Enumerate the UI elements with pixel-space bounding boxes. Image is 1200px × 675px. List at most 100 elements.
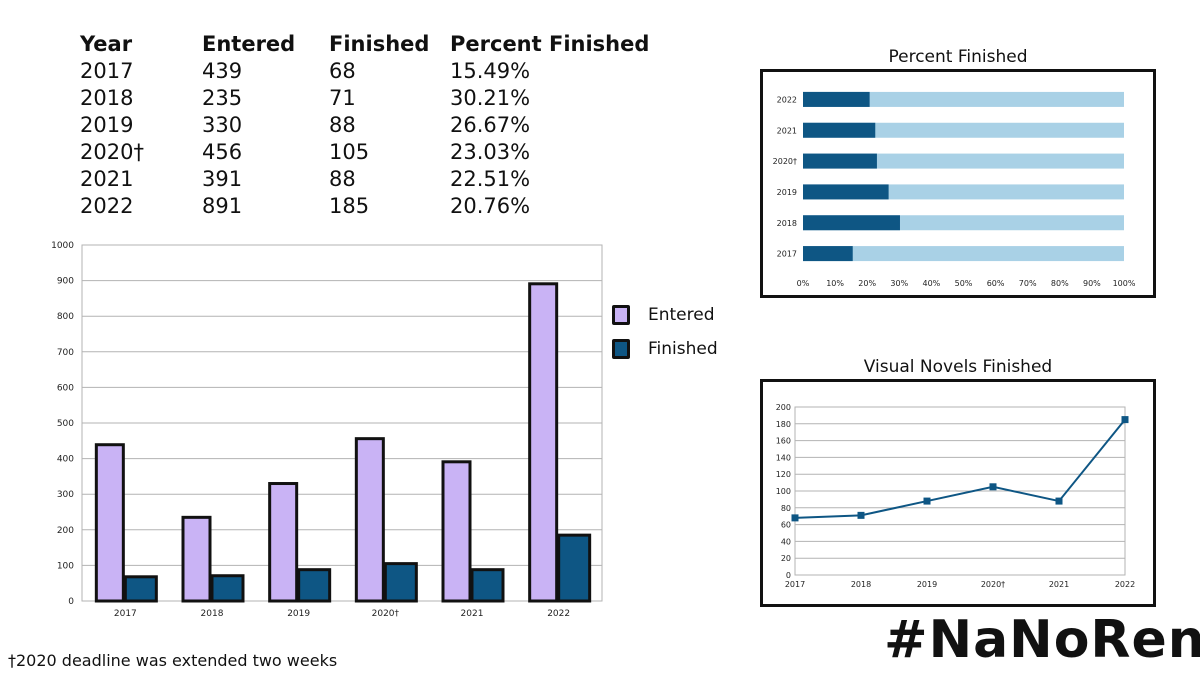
table-row: 2020† 456 105 23.03% xyxy=(80,138,650,165)
bar-finished xyxy=(803,215,900,231)
table-cell: 26.67% xyxy=(450,112,531,137)
table-row: 2021 391 88 22.51% xyxy=(80,165,650,192)
table-cell: 185 xyxy=(329,193,370,218)
y-tick-label: 0 xyxy=(68,597,74,607)
y-tick-label: 900 xyxy=(57,277,74,287)
table-cell: 2022 xyxy=(80,193,134,218)
table-row: 2022 891 185 20.76% xyxy=(80,192,650,219)
x-tick-label: 80% xyxy=(1051,279,1069,288)
y-tick-label: 700 xyxy=(57,348,74,358)
bar-remaining xyxy=(803,122,1124,138)
x-tick-label: 2021 xyxy=(461,609,484,619)
bar-finished xyxy=(470,568,505,603)
x-tick-label: 2021 xyxy=(1049,580,1069,589)
table-cell: 2020† xyxy=(80,139,144,164)
x-tick-label: 2019 xyxy=(917,580,937,589)
x-tick-label: 70% xyxy=(1019,279,1037,288)
x-tick-label: 2018 xyxy=(201,609,224,619)
x-tick-label: 30% xyxy=(890,279,908,288)
hashtag: #NaNoRenO xyxy=(884,610,1200,670)
y-tick-label: 2017 xyxy=(777,250,797,259)
table-cell: 235 xyxy=(202,85,243,110)
x-tick-label: 2022 xyxy=(1115,580,1135,589)
y-tick-label: 140 xyxy=(776,453,791,462)
bar-finished xyxy=(123,575,158,603)
data-point xyxy=(1121,416,1129,424)
table-header: Percent Finished xyxy=(450,31,650,56)
y-tick-label: 120 xyxy=(776,470,791,479)
bar-remaining xyxy=(803,246,1124,262)
y-tick-label: 1000 xyxy=(51,241,74,251)
table-cell: 2017 xyxy=(80,58,134,83)
y-tick-label: 2020† xyxy=(773,157,797,166)
table-cell: 30.21% xyxy=(450,85,531,110)
y-tick-label: 180 xyxy=(776,420,791,429)
x-tick-label: 50% xyxy=(955,279,973,288)
x-tick-label: 2022 xyxy=(547,609,570,619)
y-tick-label: 500 xyxy=(57,419,74,429)
y-tick-label: 0 xyxy=(786,571,791,580)
y-tick-label: 40 xyxy=(781,537,791,546)
visual-novels-finished-chart: 0 20 40 60 80 100 120 140 160 180 200 2017 2018 2019 2… xyxy=(776,403,1135,589)
table-cell: 439 xyxy=(202,58,243,83)
legend-item-entered: Entered xyxy=(612,298,718,332)
entered-finished-bar-chart: 0 100 200 300 400 500 600 700 800 900 1000 2017 2018… xyxy=(51,241,603,619)
x-tick-label: 40% xyxy=(923,279,941,288)
table-row: 2017 439 68 15.49% xyxy=(80,57,650,84)
y-tick-label: 600 xyxy=(57,383,74,393)
table-cell: 15.49% xyxy=(450,58,531,83)
y-tick-label: 2021 xyxy=(777,126,797,135)
y-tick-label: 100 xyxy=(57,561,74,571)
y-tick-label: 2019 xyxy=(777,188,797,197)
x-tick-label: 2017 xyxy=(114,609,137,619)
y-tick-label: 60 xyxy=(781,521,791,530)
x-tick-label: 90% xyxy=(1083,279,1101,288)
y-tick-label: 200 xyxy=(776,403,791,412)
line-chart-title: Visual Novels Finished xyxy=(863,357,1053,377)
data-point xyxy=(857,511,865,519)
bar-chart-legend: Entered Finished xyxy=(612,298,718,366)
bar-entered xyxy=(441,460,472,603)
x-tick-label: 2018 xyxy=(851,580,871,589)
bar-finished xyxy=(557,533,592,603)
y-tick-label: 80 xyxy=(781,504,791,513)
x-tick-label: 0% xyxy=(797,279,810,288)
stats-table: Year Entered Finished Percent Finished 2… xyxy=(80,30,650,219)
percent-finished-chart: 2022 2021 2020† 2019 2018 2017 0% 10% 20% 30% 40% 5… xyxy=(773,91,1136,288)
x-tick-label: 2017 xyxy=(785,580,805,589)
table-cell: 20.76% xyxy=(450,193,531,218)
y-tick-label: 300 xyxy=(57,490,74,500)
x-tick-label: 10% xyxy=(826,279,844,288)
table-cell: 88 xyxy=(329,112,356,137)
legend-item-finished: Finished xyxy=(612,332,718,366)
x-tick-label: 2020† xyxy=(372,609,400,619)
y-tick-label: 200 xyxy=(57,526,74,536)
percent-chart-frame: 2022 2021 2020† 2019 2018 2017 0% 10% 20% 30% 40% 5… xyxy=(760,69,1156,298)
footnote: †2020 deadline was extended two weeks xyxy=(8,651,338,670)
legend-swatch-finished xyxy=(612,339,630,359)
bar-finished xyxy=(803,246,853,262)
table-cell: 23.03% xyxy=(450,139,531,164)
table-header: Year xyxy=(80,31,133,56)
legend-label: Entered xyxy=(648,305,715,325)
table-cell: 456 xyxy=(202,139,243,164)
bar-finished xyxy=(803,122,876,138)
x-tick-label: 2020† xyxy=(981,580,1005,589)
table-cell: 105 xyxy=(329,139,370,164)
legend-label: Finished xyxy=(648,339,718,359)
x-tick-label: 20% xyxy=(858,279,876,288)
bar-finished xyxy=(210,574,245,603)
bar-remaining xyxy=(803,153,1124,169)
table-cell: 68 xyxy=(329,58,356,83)
legend-swatch-entered xyxy=(612,305,630,325)
table-cell: 2019 xyxy=(80,112,134,137)
bar-finished xyxy=(803,153,877,169)
series-line xyxy=(794,418,1126,519)
line-chart-frame: 0 20 40 60 80 100 120 140 160 180 200 2017 2018 2019 2… xyxy=(760,379,1156,607)
bar-entered xyxy=(528,282,559,603)
bar-entered xyxy=(354,437,385,603)
table-cell: 22.51% xyxy=(450,166,531,191)
table-cell: 2018 xyxy=(80,85,134,110)
table-cell: 891 xyxy=(202,193,243,218)
table-row: 2019 330 88 26.67% xyxy=(80,111,650,138)
